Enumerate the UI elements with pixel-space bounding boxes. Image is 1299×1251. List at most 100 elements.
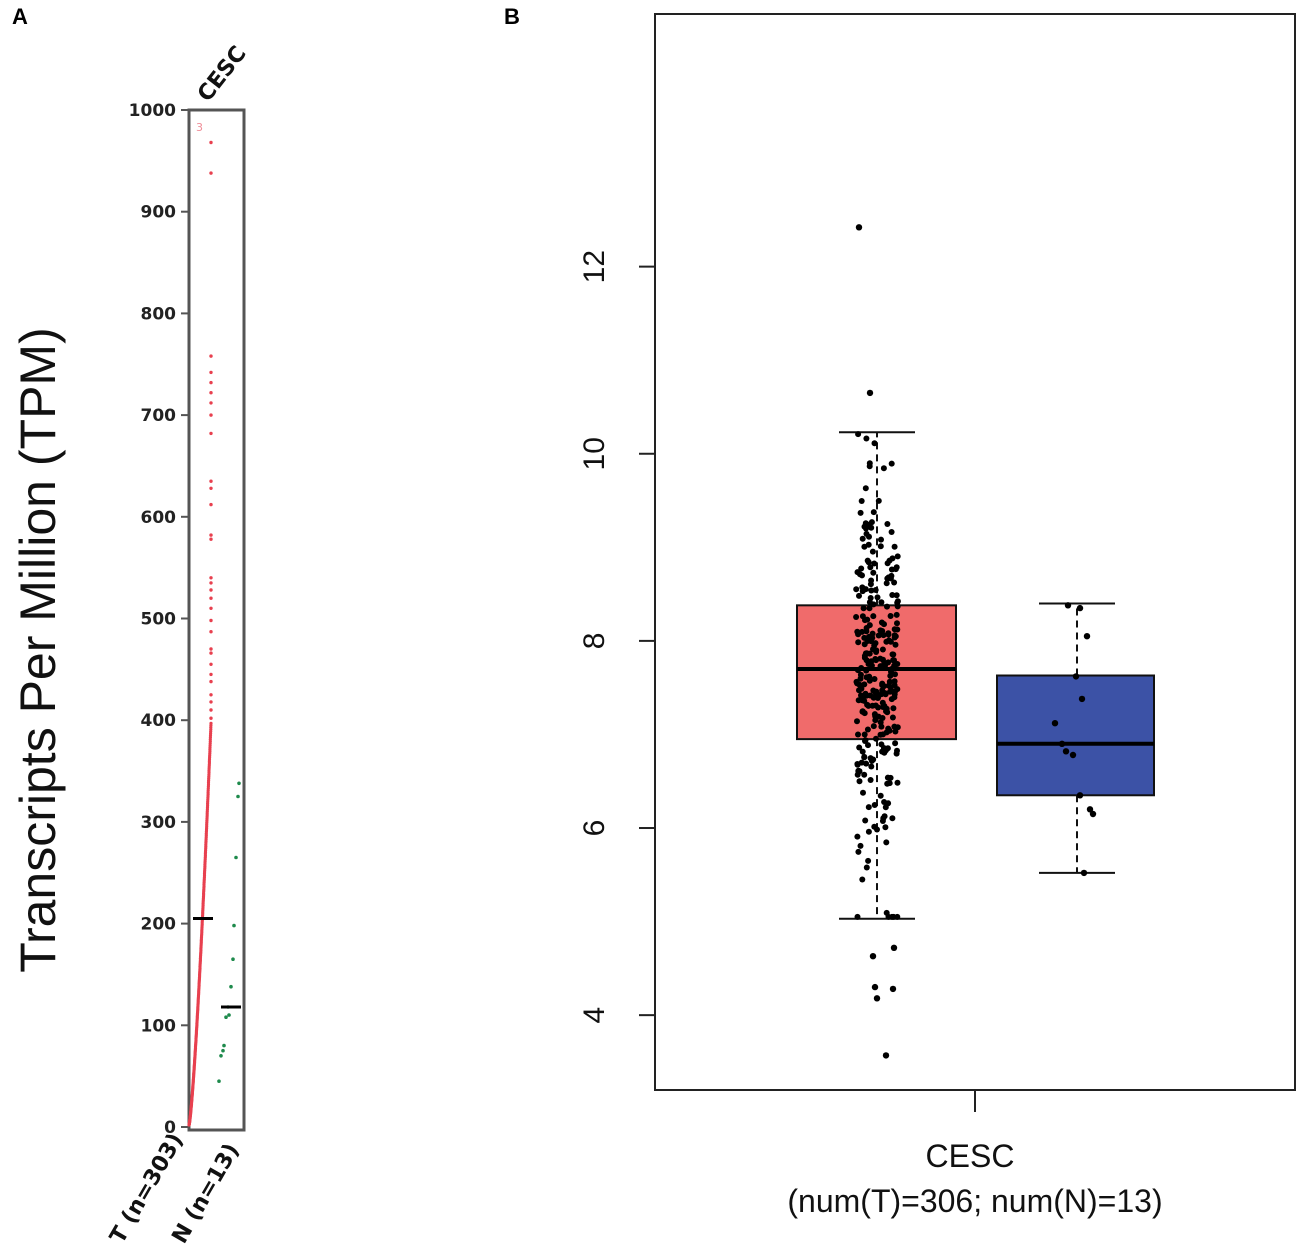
panel-b-tumor-point [859, 613, 866, 620]
panel-b-tumor-point [866, 533, 872, 540]
panel-b-tumor-point [870, 601, 877, 608]
panel-b-tumor-point [877, 627, 884, 634]
panel-b-tumor-point [877, 719, 884, 726]
panel-b-tumor-point [878, 619, 885, 626]
panel-b-tumor-point [868, 577, 875, 584]
panel-b-tumor-point [866, 677, 873, 684]
panel-b-tumor-point [853, 586, 860, 593]
panel-b-tumor-point [856, 778, 863, 785]
panel-a-tumor-point [209, 662, 213, 666]
panel-b-normal-point [1089, 810, 1097, 818]
panel-b-tumor-point [861, 710, 868, 717]
panel-b-y-tick-label: 4 [578, 1007, 611, 1024]
panel-b-tumor-point [885, 725, 892, 732]
panel-b-tumor-point [891, 657, 897, 664]
panel-b-tumor-point [889, 592, 896, 598]
panel-b-tumor-point [894, 724, 901, 731]
panel-a-tumor-point [209, 391, 213, 395]
panel-b-tumor-point [865, 661, 872, 667]
panel-a-tumor-point [209, 533, 213, 537]
panel-b-tumor-point [872, 587, 879, 593]
panel-b-tumor-point [859, 748, 866, 755]
panel-a-y-tick-label: 300 [141, 813, 177, 833]
panel-a-y-tick-label: 1000 [129, 101, 176, 121]
panel-b-tumor-point [867, 564, 874, 571]
panel-a-normal-point [231, 957, 235, 961]
panel-a-tumor-point [209, 581, 213, 585]
panel-b-tumor-point [862, 485, 869, 492]
panel-b-tumor-point [873, 995, 881, 1002]
panel-b-tumor-point [867, 595, 874, 601]
panel-b-tumor-point [883, 708, 889, 715]
panel-b-tumor-point [858, 759, 865, 766]
panel-b-tumor-point [862, 586, 869, 593]
panel-b-tumor-point [871, 676, 878, 682]
panel-b-tumor-point [877, 655, 884, 662]
panel-b-tumor-point [886, 780, 893, 787]
panel-b-tumor-point [892, 641, 899, 648]
panel-b-tumor-point [888, 668, 894, 675]
panel-b-tumor-point [871, 560, 878, 567]
panel-b-tumor-point [871, 802, 878, 808]
panel-b-tumor-point [859, 876, 866, 883]
panel-b-tumor-point [882, 824, 889, 831]
panel-b-tumor-point [892, 740, 899, 747]
panel-b-tumor-point [866, 463, 873, 470]
panel-b-tumor-point [854, 771, 861, 778]
panel-b-tumor-point [870, 723, 877, 730]
panel-b-tumor-point [860, 789, 866, 796]
panel-b-normal-point [1080, 869, 1088, 877]
panel-b-tumor-point [883, 909, 890, 916]
panel-b-tumor-point [893, 611, 900, 618]
panel-b-tumor-point [875, 497, 882, 504]
panel-b-normal-point [1076, 604, 1084, 612]
panel-b-tumor-point [889, 555, 896, 562]
panel-a-y-tick-label: 900 [141, 203, 177, 223]
panel-b-tumor-point [880, 731, 886, 738]
panel-b-tumor-point [889, 714, 896, 721]
panel-a-tumor-point [209, 588, 213, 592]
panel-b-tumor-point [894, 603, 901, 610]
panel-b-tumor-point [856, 592, 862, 599]
panel-a-plot-frame [187, 108, 246, 1132]
panel-b-tumor-point [889, 651, 896, 658]
panel-a-normal-point [217, 1079, 221, 1083]
panel-b-tumor-point [855, 431, 862, 438]
panel-b-tumor-point [870, 756, 877, 763]
panel-b-tumor-point [865, 828, 872, 835]
panel-b-tumor-point [874, 594, 881, 601]
panel-b-tumor-point [892, 633, 899, 640]
panel-b-tumor-point [885, 631, 892, 638]
panel-b-normal-point [1051, 720, 1059, 727]
panel-b-tumor-point [894, 747, 900, 754]
panel-b-tumor-point [871, 983, 879, 991]
panel-b-tumor-point [894, 620, 900, 627]
panel-b-tumor-point [862, 738, 868, 744]
panel-b-tumor-point [879, 699, 886, 706]
panel-b-tumor-point [870, 509, 877, 516]
panel-b-tumor-point [880, 815, 887, 822]
panel-b-tumor-point [894, 553, 901, 560]
panel-a-normal-point [232, 923, 236, 928]
panel-a-tumor-point [209, 486, 213, 490]
panel-a-y-tick-label: 0 [164, 1118, 176, 1138]
panel-b-tumor-point [883, 580, 890, 587]
panel-b-tumor-box [796, 604, 957, 741]
panel-b-tumor-point [859, 535, 866, 542]
panel-b-tumor-point [869, 634, 876, 641]
panel-b-tumor-point [869, 953, 877, 960]
panel-a-tumor-point [209, 651, 213, 655]
panel-b-tumor-point [891, 579, 898, 586]
panel-b-tumor-point [855, 731, 861, 738]
panel-a-tumor-point [209, 716, 213, 720]
panel-b-tumor-point [853, 678, 860, 685]
panel-b-tumor-point [872, 690, 879, 697]
panel-a-tumor-point [209, 630, 213, 634]
panel-b-tumor-point [867, 777, 874, 783]
panel-a-tumor-point [209, 537, 213, 541]
panel-b-tumor-point [854, 718, 860, 725]
panel-b-tumor-point [870, 613, 877, 620]
panel-a-tumor-point [209, 413, 213, 417]
panel-b-normal-point [1083, 633, 1091, 640]
panel-b-tumor-point [879, 646, 886, 653]
